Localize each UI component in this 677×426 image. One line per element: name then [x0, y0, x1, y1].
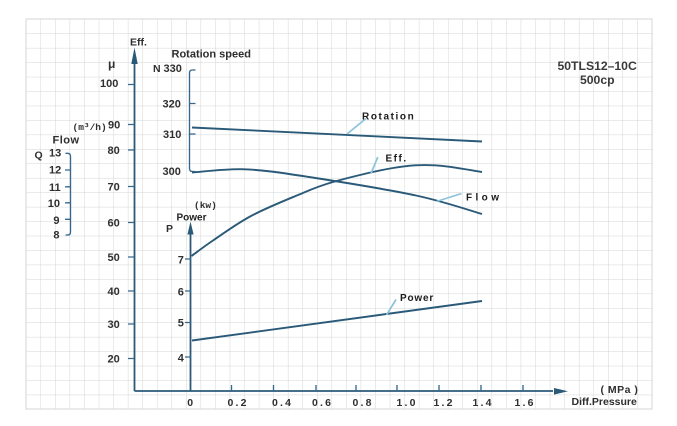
svg-text:Q: Q	[35, 150, 43, 162]
svg-text:30: 30	[108, 319, 120, 331]
svg-text:0.8: 0.8	[353, 397, 374, 409]
svg-text:6: 6	[178, 287, 184, 299]
svg-text:(m³/h): (m³/h)	[73, 122, 107, 133]
svg-text:Rotation speed: Rotation speed	[172, 49, 251, 61]
svg-text:Rotation: Rotation	[362, 112, 415, 123]
svg-text:Power: Power	[177, 213, 207, 224]
svg-text:Flow: Flow	[53, 135, 80, 147]
svg-text:12: 12	[49, 165, 61, 177]
svg-text:Eff.: Eff.	[130, 37, 147, 49]
svg-text:310: 310	[163, 129, 181, 141]
svg-text:0.4: 0.4	[272, 397, 293, 409]
svg-text:500cp: 500cp	[580, 73, 615, 87]
svg-text:1.2: 1.2	[434, 397, 455, 409]
svg-text:70: 70	[108, 182, 120, 194]
svg-text:P: P	[166, 223, 173, 235]
svg-text:50TLS12–10C: 50TLS12–10C	[558, 59, 637, 73]
svg-text:μ: μ	[108, 57, 115, 71]
svg-text:0.2: 0.2	[228, 397, 249, 409]
svg-text:9: 9	[53, 215, 59, 227]
svg-text:4: 4	[178, 353, 185, 365]
svg-text:1.0: 1.0	[397, 397, 418, 409]
svg-text:Diff.Pressure: Diff.Pressure	[572, 396, 638, 408]
svg-text:80: 80	[108, 145, 120, 157]
svg-text:0.6: 0.6	[312, 397, 333, 409]
svg-text:1.6: 1.6	[515, 397, 536, 409]
svg-text:7: 7	[178, 255, 184, 267]
svg-text:11: 11	[49, 182, 61, 194]
svg-text:(kw): (kw)	[194, 200, 217, 211]
svg-text:60: 60	[108, 218, 120, 230]
svg-text:300: 300	[163, 166, 181, 178]
svg-text:N: N	[153, 63, 161, 75]
svg-text:10: 10	[48, 198, 60, 210]
svg-text:8: 8	[53, 229, 59, 241]
svg-text:Flow: Flow	[466, 193, 502, 204]
svg-text:13: 13	[49, 148, 61, 160]
svg-text:5: 5	[178, 318, 184, 330]
svg-text:20: 20	[108, 354, 120, 366]
svg-text:Eff.: Eff.	[386, 154, 408, 165]
svg-text:1.4: 1.4	[473, 397, 494, 409]
svg-text:0: 0	[187, 397, 193, 409]
svg-text:( MPa ): ( MPa )	[601, 384, 639, 396]
svg-text:40: 40	[108, 286, 120, 298]
svg-text:90: 90	[108, 120, 120, 132]
svg-text:320: 320	[163, 99, 181, 111]
svg-text:100: 100	[100, 78, 118, 90]
svg-text:330: 330	[164, 63, 182, 75]
svg-text:Power: Power	[400, 293, 434, 304]
svg-text:50: 50	[108, 252, 120, 264]
